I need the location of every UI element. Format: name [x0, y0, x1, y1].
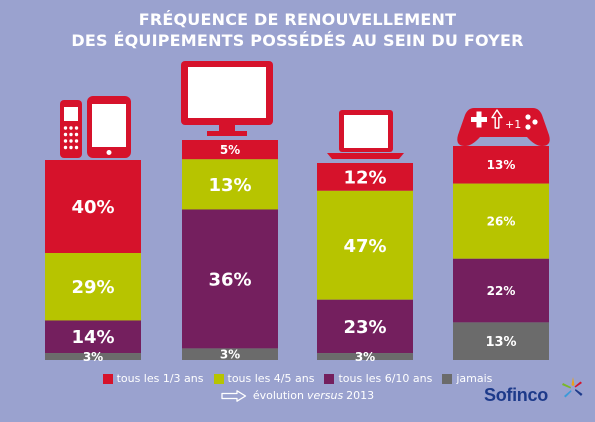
data-label: 13% — [485, 335, 516, 350]
title-line-2: DES ÉQUIPEMENTS POSSÉDÉS AU SEIN DU FOYE… — [71, 31, 524, 50]
bar-segment — [453, 183, 549, 259]
legend-item-jamais: jamais — [442, 372, 492, 385]
keypad-key — [69, 139, 73, 143]
keypad-key — [69, 132, 73, 137]
keypad-key — [63, 126, 68, 130]
data-label: 3% — [83, 350, 103, 364]
legend-swatch-green — [213, 373, 224, 384]
legend-swatch-gray — [442, 373, 453, 384]
keypad-key — [69, 126, 73, 130]
bar-segment — [182, 209, 278, 349]
bar-segment — [317, 163, 413, 191]
bars-group: 40% 29% 14% 3% 5% 13% 36% 3% 12% 47% 23% 3% 13% 26% 22… — [45, 140, 549, 364]
bar-segment — [453, 258, 549, 323]
sofinco-star-icon — [562, 377, 583, 398]
bar-segment — [182, 348, 278, 360]
data-label: 47% — [343, 236, 386, 257]
keypad-key — [74, 126, 79, 130]
title-line-1: FRÉQUENCE DE RENOUVELLEMENT — [138, 10, 457, 29]
bar-segment — [45, 160, 141, 254]
dpad-vertical — [476, 111, 482, 128]
keypad-key — [63, 145, 68, 150]
legend-item-1-3-ans: tous les 1/3 ans — [102, 372, 204, 385]
smartphone-screen — [92, 104, 126, 147]
sofinco-logo: Sofinco — [484, 385, 548, 405]
evolution-arrow-down-icon — [94, 115, 107, 137]
bar-segment — [453, 146, 549, 184]
legend-label: jamais — [456, 372, 493, 385]
evolution-text: évolution versus 2013 — [253, 389, 374, 402]
gamepad-button — [532, 119, 538, 125]
bar-segment — [182, 159, 278, 210]
legend-swatch-purple — [324, 373, 335, 384]
data-label: 12% — [343, 167, 386, 188]
evolution-versus: versus — [306, 389, 344, 402]
feature-phone-screen — [64, 107, 78, 121]
bar-segment — [45, 320, 141, 354]
evolution-year: 2013 — [346, 389, 375, 402]
laptop-base — [327, 153, 404, 159]
gamepad-button — [525, 124, 531, 130]
legend-item-4-5-ans: tous les 4/5 ans — [213, 372, 315, 385]
tv-stand — [207, 131, 247, 136]
evolution-note: évolution versus 2013 — [0, 389, 595, 402]
data-label: 13% — [208, 175, 251, 196]
legend-swatch-red — [102, 373, 113, 384]
data-label: 22% — [487, 284, 516, 298]
bar-segment — [453, 322, 549, 360]
data-label: 5% — [220, 143, 240, 157]
evolution-arrow-down-icon — [349, 117, 362, 139]
bar-segment — [182, 140, 278, 160]
data-label: 29% — [71, 277, 114, 298]
evolution-arrow-up-icon — [491, 109, 503, 129]
keypad-key — [69, 145, 73, 150]
evolution-arrow-up-icon — [202, 75, 215, 97]
legend: tous les 1/3 ans tous les 4/5 ans tous l… — [0, 372, 595, 385]
evolution-value: +3 — [217, 89, 233, 102]
data-label: 3% — [220, 348, 240, 362]
outline-arrow-right-icon — [221, 389, 246, 402]
stacked-bar-chart: 40% 29% 14% 3% 5% 13% 36% 3% 12% 47% 23% 3% 13% 26% 22… — [45, 61, 550, 364]
legend-label: tous les 6/10 ans — [338, 372, 433, 385]
keypad-key — [74, 132, 79, 137]
gamepad-button — [525, 114, 531, 120]
evolution-value: -1 — [109, 120, 120, 133]
legend-label: tous les 4/5 ans — [227, 372, 315, 385]
data-label: 26% — [487, 215, 516, 229]
data-label: 40% — [71, 197, 114, 218]
laptop-icon: -5 — [327, 110, 404, 159]
tv-neck — [219, 125, 235, 131]
evolution-value: -5 — [365, 121, 376, 134]
icons-group: -1 +3 -5 +1 — [60, 61, 550, 159]
data-label: 13% — [487, 158, 516, 172]
legend-item-6-10-ans: tous les 6/10 ans — [324, 372, 432, 385]
bar-segment — [317, 190, 413, 300]
legend-label: tous les 1/3 ans — [116, 372, 204, 385]
mobile-phone-icon: -1 — [60, 96, 131, 158]
tv-screen — [188, 67, 266, 118]
keypad-key — [74, 145, 79, 150]
gamepad-body — [457, 108, 550, 146]
evolution-prefix: évolution — [252, 389, 304, 402]
bar-segment — [45, 253, 141, 321]
bar-segment — [45, 353, 141, 360]
gamepad-icon: +1 — [457, 108, 550, 146]
television-icon: +3 — [181, 61, 273, 136]
bar-segment — [317, 299, 413, 354]
bar-segment — [317, 353, 413, 360]
data-label: 36% — [208, 269, 251, 290]
chart-title: FRÉQUENCE DE RENOUVELLEMENT DES ÉQUIPEME… — [0, 9, 595, 51]
data-label: 23% — [343, 317, 386, 338]
keypad-key — [63, 139, 68, 143]
keypad-key — [63, 132, 68, 137]
evolution-value: +1 — [505, 118, 521, 131]
keypad-key — [74, 139, 79, 143]
data-label: 14% — [71, 327, 114, 348]
smartphone-home-button — [106, 150, 112, 155]
data-label: 3% — [355, 350, 375, 364]
